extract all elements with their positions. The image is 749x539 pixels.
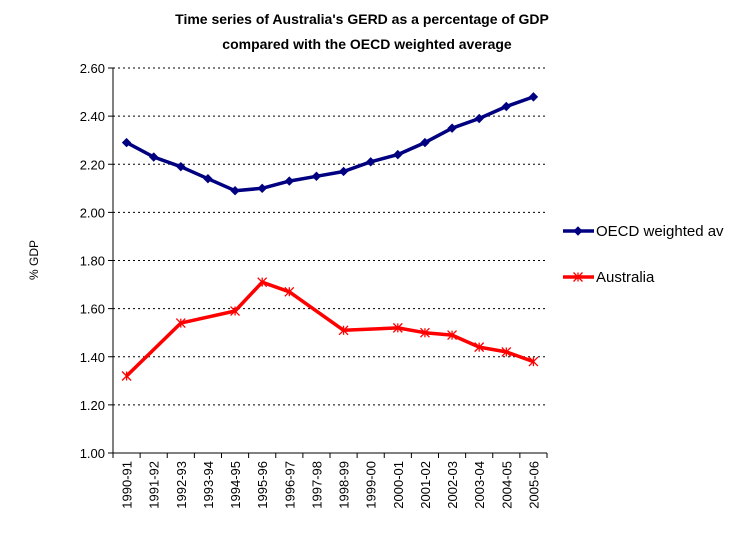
y-tick-label: 1.00 bbox=[80, 446, 105, 461]
x-tick-label: 2004-05 bbox=[499, 461, 514, 509]
x-tick-label: 1992-93 bbox=[174, 461, 189, 509]
y-tick-label: 2.40 bbox=[80, 109, 105, 124]
chart-title-line-1: Time series of Australia's GERD as a per… bbox=[175, 11, 549, 27]
data-point bbox=[175, 318, 186, 329]
data-point bbox=[203, 173, 213, 184]
legend-label: OECD weighted av bbox=[596, 223, 724, 240]
axes bbox=[108, 67, 548, 458]
y-tick-label: 1.60 bbox=[80, 302, 105, 317]
x-tick-label: 1998-99 bbox=[337, 461, 352, 509]
y-tick-label: 1.20 bbox=[80, 398, 105, 413]
x-tick-label: 1994-95 bbox=[228, 461, 243, 509]
chart-title-line-2: compared with the OECD weighted average bbox=[222, 36, 512, 52]
data-point bbox=[393, 149, 403, 160]
data-point bbox=[419, 327, 430, 338]
legend-label: Australia bbox=[596, 269, 655, 286]
data-point bbox=[121, 137, 132, 148]
series-1 bbox=[121, 92, 539, 196]
y-tick-label: 1.80 bbox=[80, 254, 105, 269]
x-tick-label: 2003-04 bbox=[472, 461, 487, 509]
data-point bbox=[257, 183, 267, 194]
legend-item-1: OECD weighted av bbox=[563, 223, 724, 240]
series-lines bbox=[121, 92, 539, 381]
data-point bbox=[148, 152, 159, 162]
data-point bbox=[447, 330, 458, 341]
data-point bbox=[176, 161, 186, 172]
data-point bbox=[338, 166, 349, 177]
data-point bbox=[311, 171, 322, 181]
data-point bbox=[501, 346, 512, 357]
x-tick-label: 1997-98 bbox=[309, 461, 324, 509]
legend-item-2: Australia bbox=[563, 269, 655, 286]
data-point bbox=[447, 123, 457, 133]
x-tick-label: 1991-92 bbox=[147, 461, 162, 509]
data-point bbox=[230, 186, 240, 196]
data-point bbox=[230, 306, 241, 316]
data-point bbox=[365, 157, 376, 167]
x-tick-label: 1999-00 bbox=[364, 461, 379, 509]
data-point bbox=[474, 113, 484, 124]
x-tick-label: 2005-06 bbox=[526, 461, 541, 509]
series-line bbox=[125, 280, 534, 378]
series-2 bbox=[121, 277, 539, 381]
y-tick-label: 1.40 bbox=[80, 350, 105, 365]
x-tick-label: 2002-03 bbox=[445, 461, 460, 509]
legend-marker bbox=[573, 272, 583, 282]
x-tick-label: 2000-01 bbox=[391, 461, 406, 509]
data-point bbox=[474, 342, 485, 353]
x-tick-labels: 1990-91 1991-92 1992-93 1993-94 1994-95 1995-… bbox=[120, 461, 542, 509]
x-tick-label: 2001-02 bbox=[418, 461, 433, 509]
x-tick-label: 1993-94 bbox=[201, 461, 216, 509]
data-point bbox=[338, 325, 349, 336]
y-tick-label: 2.60 bbox=[80, 61, 105, 76]
y-tick-label: 2.00 bbox=[80, 205, 105, 220]
y-tick-labels: 2.60 2.40 2.20 2.00 1.80 1.60 1.40 1.20 1.00 bbox=[80, 61, 105, 461]
y-tick-label: 2.20 bbox=[80, 157, 105, 172]
series-line bbox=[125, 95, 534, 193]
data-point bbox=[528, 356, 539, 367]
data-point bbox=[121, 371, 132, 381]
legend-marker bbox=[573, 226, 583, 236]
x-tick-label: 1995-96 bbox=[255, 461, 270, 509]
data-point bbox=[420, 137, 430, 148]
data-point bbox=[501, 101, 512, 112]
data-point bbox=[284, 286, 295, 297]
data-point bbox=[392, 322, 403, 333]
y-axis-label: % GDP bbox=[27, 240, 41, 280]
data-point bbox=[284, 176, 295, 186]
legend: OECD weighted av Australia bbox=[563, 223, 724, 286]
x-tick-label: 1990-91 bbox=[120, 461, 135, 509]
grid-lines bbox=[113, 67, 547, 406]
data-point bbox=[528, 92, 539, 102]
x-tick-label: 1996-97 bbox=[282, 461, 297, 509]
data-point bbox=[257, 277, 268, 288]
